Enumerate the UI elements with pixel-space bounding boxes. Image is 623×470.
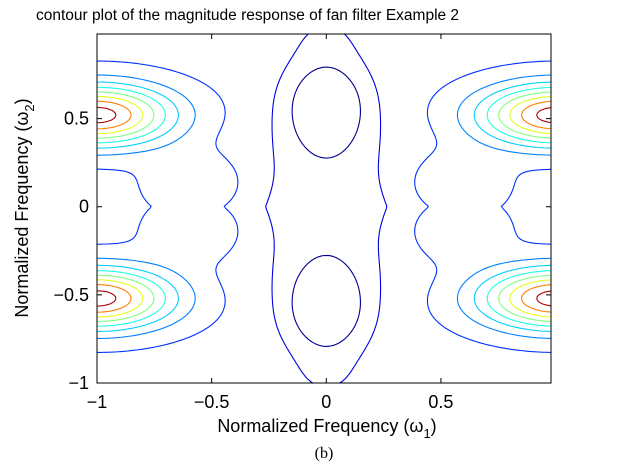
contour-level-3 (96, 60, 552, 353)
contour-level-7 (96, 91, 552, 323)
contour-level-10 (96, 106, 552, 307)
x-tick-label: −1 (87, 392, 108, 412)
y-tick-label: 0.5 (64, 109, 89, 129)
x-tick-label: −0.5 (194, 392, 230, 412)
figure-caption: (b) (315, 445, 334, 462)
contour-level-8 (96, 95, 552, 318)
y-axis-label: Normalized Frequency (ω2) (12, 98, 37, 317)
contour-level-9 (96, 100, 552, 313)
y-tick-label: −0.5 (53, 285, 89, 305)
contour-level-5 (96, 81, 552, 333)
y-tick-label: −1 (68, 373, 89, 393)
axis-ticks: −1 −0.5 0 0.5 −1 −0.5 0 0.5 (53, 34, 551, 412)
contour-level-1 (291, 66, 361, 347)
x-tick-label: 0 (321, 392, 331, 412)
plot-frame (96, 33, 552, 384)
contour-lines (96, 33, 552, 384)
x-tick-label: 0.5 (428, 392, 453, 412)
y-tick-label: 0 (79, 197, 89, 217)
chart-title: contour plot of the magnitude response o… (36, 7, 459, 24)
contour-level-2 (265, 33, 388, 384)
contour-level-4 (96, 74, 552, 339)
x-axis-label: Normalized Frequency (ω1) (217, 416, 436, 441)
contour-level-6 (96, 86, 552, 327)
